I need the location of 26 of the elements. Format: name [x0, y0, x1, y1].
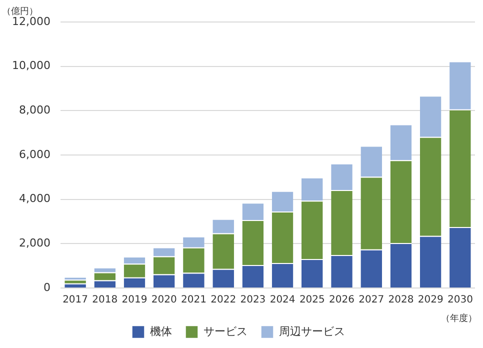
- y-tick-label: 4,000: [18, 192, 50, 206]
- y-axis-title: （億円）: [2, 6, 38, 17]
- legend-label: 周辺サービス: [278, 324, 345, 338]
- x-tick-label: 2022: [210, 294, 236, 306]
- legend-label: 機体: [150, 324, 172, 338]
- y-tick-label: 8,000: [18, 104, 50, 117]
- x-tick-label: 2020: [151, 294, 177, 306]
- y-tick-label: 10,000: [12, 59, 50, 72]
- x-tick-label: 2021: [181, 294, 206, 306]
- x-tick-label: 2018: [92, 294, 118, 306]
- legend-label: サービス: [203, 324, 248, 338]
- x-tick-label: 2019: [122, 294, 148, 306]
- x-tick-label: 2023: [240, 294, 266, 306]
- x-tick-label: 2030: [447, 294, 473, 306]
- x-axis-title: （年度）: [441, 312, 477, 324]
- x-tick-label: 2024: [270, 294, 296, 306]
- y-tick-label: 0: [43, 280, 50, 294]
- y-tick-label: 6,000: [18, 148, 50, 161]
- x-tick-label: 2029: [418, 294, 444, 306]
- x-tick-label: 2017: [62, 294, 88, 306]
- x-tick-label: 2025: [299, 294, 325, 306]
- x-tick-label: 2027: [358, 294, 384, 306]
- y-tick-label: 12,000: [12, 14, 50, 28]
- y-tick-label: 2,000: [18, 236, 50, 250]
- x-tick-label: 2028: [388, 294, 414, 306]
- x-tick-label: 2026: [329, 294, 354, 306]
